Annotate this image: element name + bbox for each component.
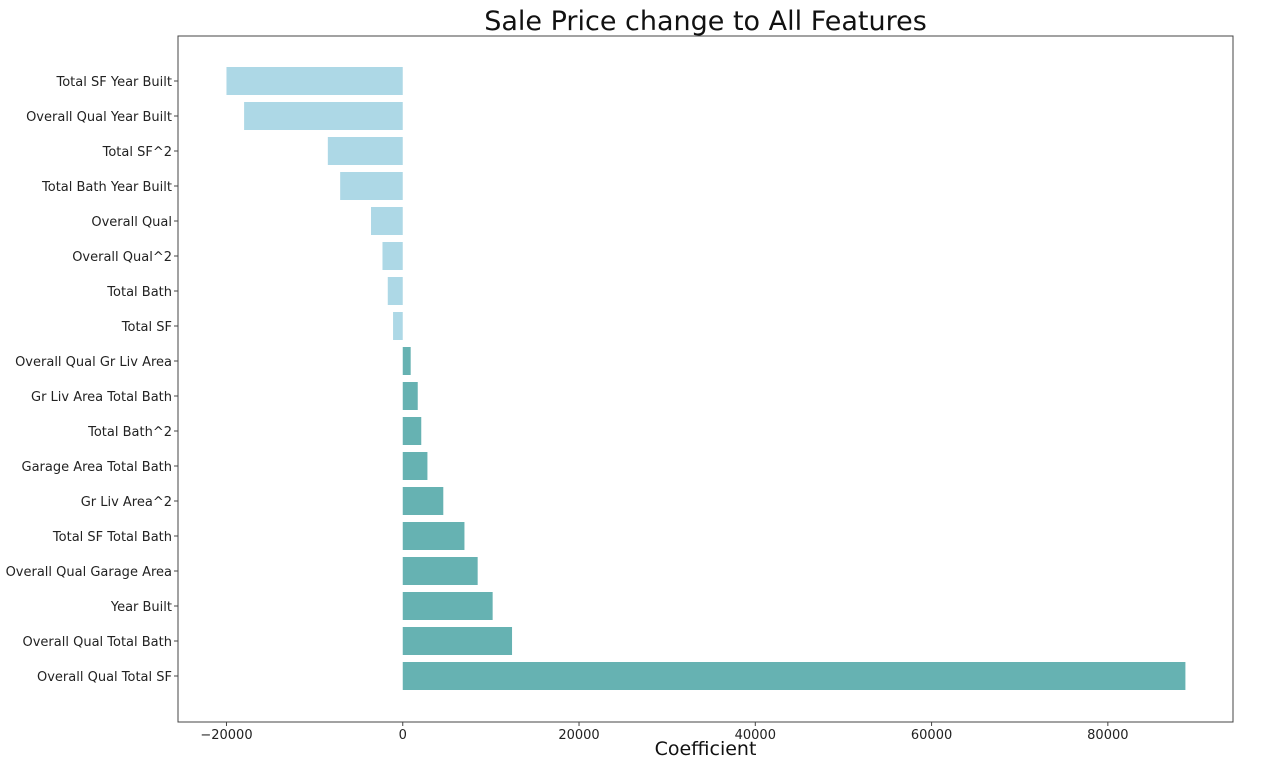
category-label: Total Bath Year Built [41,180,172,195]
category-labels: Total SF Year Built Overall Qual Year Bui… [6,75,178,685]
bar [244,102,403,130]
bar [226,67,403,95]
x-tick-label: 40000 [735,728,776,743]
category-label: Overall Qual Total SF [37,670,172,685]
bar [402,347,411,375]
category-label: Total SF Year Built [56,75,173,90]
bar [402,382,418,410]
x-tick-label: −20000 [200,728,252,743]
category-label: Overall Qual Year Built [26,110,172,125]
category-label: Garage Area Total Bath [22,460,173,475]
bar [402,487,444,515]
category-label: Overall Qual Garage Area [6,565,172,580]
x-tick-label: 60000 [911,728,952,743]
bar [371,207,403,235]
category-label: Total SF Total Bath [52,530,172,545]
bar [340,172,403,200]
bar [382,242,403,270]
plot-frame [177,35,1234,723]
category-label: Total Bath^2 [87,425,172,440]
x-tick-label: 80000 [1087,728,1128,743]
bar [393,312,403,340]
x-axis-ticks: −20000 0 20000 40000 60000 80000 [200,722,1129,743]
category-label: Total SF^2 [102,145,172,160]
bar [402,417,422,445]
bar [402,627,513,655]
bar [387,277,403,305]
category-label: Overall Qual Gr Liv Area [15,355,172,370]
bar [402,557,478,585]
category-label: Total SF [121,320,172,335]
category-label: Year Built [110,600,172,615]
category-label: Overall Qual^2 [72,250,172,265]
category-label: Overall Qual [91,215,172,230]
bars-layer [226,67,1186,690]
chart-title: Sale Price change to All Features [484,6,927,37]
x-axis-title: Coefficient [655,738,757,760]
x-tick-label: 20000 [558,728,599,743]
category-label: Overall Qual Total Bath [23,635,173,650]
bar [402,592,493,620]
bar [402,452,428,480]
x-tick-label: 0 [399,728,407,743]
category-label: Gr Liv Area^2 [81,495,172,510]
bar [327,137,403,165]
category-label: Total Bath [106,285,172,300]
bar [402,522,465,550]
bar [402,662,1186,690]
category-label: Gr Liv Area Total Bath [31,390,172,405]
